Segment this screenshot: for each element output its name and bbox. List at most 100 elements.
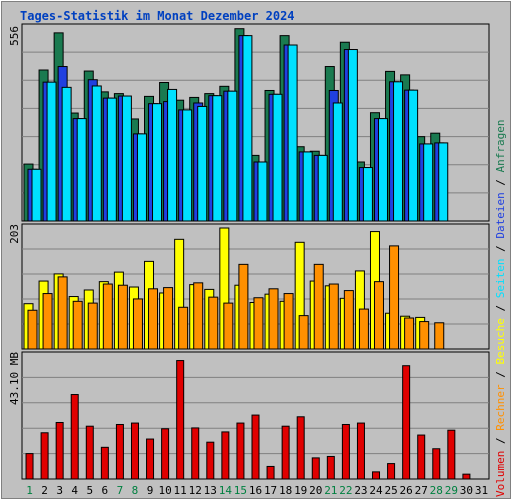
bar-seiten-day-7 xyxy=(121,95,132,222)
bar-rechner-day-11 xyxy=(178,306,189,350)
bar-volumen-day-27 xyxy=(417,434,426,480)
legend-rechner: Rechner xyxy=(494,384,507,431)
bar-volumen-day-1 xyxy=(25,453,34,480)
x-tick-label: 23 xyxy=(354,484,367,497)
bar-rechner-day-14 xyxy=(223,302,234,350)
bar-volumen-day-19 xyxy=(296,416,305,480)
bar-seiten-day-14 xyxy=(227,90,238,222)
x-tick-label: 18 xyxy=(279,484,292,497)
bar-volumen-day-17 xyxy=(266,465,275,480)
bar-seiten-day-9 xyxy=(152,103,163,222)
bar-seiten-day-6 xyxy=(106,97,117,222)
bar-rechner-day-18 xyxy=(283,293,294,350)
bar-seiten-day-4 xyxy=(76,118,87,222)
bar-volumen-day-29 xyxy=(447,429,456,480)
bar-seiten-day-27 xyxy=(423,143,434,222)
panel-bottom xyxy=(21,351,490,480)
bar-seiten-day-13 xyxy=(212,95,223,222)
bar-rechner-day-8 xyxy=(132,298,143,350)
bar-volumen-day-24 xyxy=(372,471,381,480)
bar-rechner-day-28 xyxy=(434,322,445,350)
x-tick-label: 9 xyxy=(147,484,154,497)
x-tick-label: 7 xyxy=(117,484,124,497)
legend-dateien: Dateien xyxy=(494,192,507,238)
bar-volumen-day-21 xyxy=(326,455,335,480)
bar-volumen-day-14 xyxy=(221,431,230,480)
x-tick-label: 22 xyxy=(339,484,352,497)
bar-seiten-day-26 xyxy=(408,89,419,222)
bar-seiten-day-15 xyxy=(242,35,253,222)
top-max-label: 556 xyxy=(8,26,21,46)
bar-seiten-day-22 xyxy=(347,49,358,222)
bar-rechner-day-12 xyxy=(193,282,204,350)
bar-seiten-day-8 xyxy=(136,133,147,222)
legend-separator: / xyxy=(494,431,507,451)
panel-middle xyxy=(21,223,490,350)
x-axis-ticks: 1 2 3 4 5 6 7 8 9 10 11 12 13 14 15 16 17 18 19 20 21 22 23 24 2… xyxy=(26,484,488,497)
x-tick-label: 26 xyxy=(400,484,413,497)
bar-rechner-day-26 xyxy=(404,317,415,350)
bar-rechner-day-13 xyxy=(208,296,219,350)
bar-rechner-day-24 xyxy=(373,281,384,350)
x-tick-label: 2 xyxy=(41,484,48,497)
bar-seiten-day-16 xyxy=(257,161,268,222)
bar-seiten-day-1 xyxy=(31,168,42,222)
bar-volumen-day-23 xyxy=(356,422,365,480)
bar-rechner-day-19 xyxy=(298,315,309,350)
bar-rechner-day-6 xyxy=(102,283,113,350)
x-tick-label: 13 xyxy=(204,484,217,497)
bar-seiten-day-21 xyxy=(332,102,343,222)
bottom-max-label: 43.10 MB xyxy=(8,352,21,405)
bar-rechner-day-21 xyxy=(328,283,339,350)
bar-volumen-day-25 xyxy=(387,463,396,480)
legend-separator: / xyxy=(494,365,507,385)
bar-seiten-day-10 xyxy=(167,88,178,222)
legend-separator: / xyxy=(494,298,507,318)
x-tick-label: 20 xyxy=(309,484,322,497)
bar-volumen-day-20 xyxy=(311,457,320,480)
x-tick-label: 15 xyxy=(234,484,247,497)
bar-rechner-day-23 xyxy=(358,308,369,350)
bar-volumen-day-4 xyxy=(70,394,79,480)
middle-max-label: 203 xyxy=(8,224,21,244)
bar-volumen-day-5 xyxy=(85,425,94,480)
bar-seiten-day-23 xyxy=(362,167,373,222)
x-tick-label: 29 xyxy=(445,484,458,497)
x-tick-label: 30 xyxy=(460,484,473,497)
x-tick-label: 24 xyxy=(369,484,383,497)
bar-rechner-day-27 xyxy=(419,321,430,350)
x-tick-label: 16 xyxy=(249,484,262,497)
bar-rechner-day-1 xyxy=(27,309,38,350)
right-legend: Volumen / Rechner / Besuche / Seiten / D… xyxy=(494,119,507,497)
bar-seiten-day-18 xyxy=(287,44,298,222)
bar-rechner-day-10 xyxy=(163,287,174,350)
x-tick-label: 6 xyxy=(102,484,109,497)
bar-rechner-day-3 xyxy=(57,276,68,350)
bar-seiten-day-12 xyxy=(197,105,208,222)
bar-volumen-day-15 xyxy=(236,422,245,480)
bar-rechner-day-22 xyxy=(343,290,354,350)
bar-volumen-day-2 xyxy=(40,432,49,480)
x-tick-label: 17 xyxy=(264,484,277,497)
bar-rechner-day-2 xyxy=(42,293,53,350)
bar-rechner-day-15 xyxy=(238,263,249,350)
legend-separator: / xyxy=(494,172,507,192)
bar-volumen-day-26 xyxy=(402,365,411,480)
bar-seiten-day-25 xyxy=(393,81,404,222)
bar-volumen-day-3 xyxy=(55,421,64,480)
bar-seiten-day-20 xyxy=(317,154,328,222)
x-tick-label: 3 xyxy=(56,484,63,497)
bar-volumen-day-22 xyxy=(341,423,350,480)
bar-volumen-day-7 xyxy=(115,423,124,480)
bar-volumen-day-9 xyxy=(146,438,155,480)
bar-seiten-day-28 xyxy=(438,142,449,222)
x-tick-label: 21 xyxy=(324,484,337,497)
bar-volumen-day-10 xyxy=(161,428,170,480)
bar-seiten-day-19 xyxy=(302,151,313,222)
x-tick-label: 14 xyxy=(219,484,233,497)
bar-rechner-day-17 xyxy=(268,288,279,350)
bar-rechner-day-25 xyxy=(389,245,400,350)
x-tick-label: 4 xyxy=(71,484,78,497)
chart-title: Tages-Statistik im Monat Dezember 2024 xyxy=(20,9,295,23)
